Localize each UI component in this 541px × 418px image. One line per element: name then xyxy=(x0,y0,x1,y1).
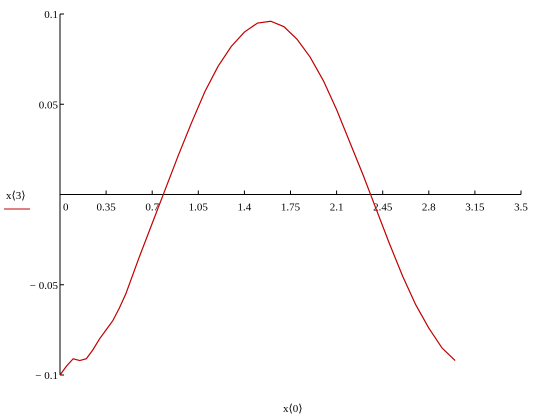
y-tick-label: − 0.05 xyxy=(30,280,59,292)
x-tick-label: 3.15 xyxy=(465,202,485,214)
y-tick-label: 0.1 xyxy=(44,9,58,21)
x-tick-label: 2.45 xyxy=(373,202,393,214)
x-tick-label: 0 xyxy=(63,202,69,214)
x-tick-label: 0.35 xyxy=(96,202,116,214)
y-tick-label: 0.05 xyxy=(39,99,59,111)
y-tick-label: − 0.1 xyxy=(35,370,58,382)
x-axis-label: x⟨0⟩ xyxy=(283,403,303,415)
x-tick-label: 1.4 xyxy=(238,202,252,214)
data-line xyxy=(59,20,456,376)
x-tick-label: 1.75 xyxy=(281,202,301,214)
x-tick-label: 1.05 xyxy=(189,202,209,214)
x-tick-label: 2.8 xyxy=(422,202,436,214)
x-tick-label: 3.5 xyxy=(514,202,528,214)
x-tick-label: 0.7 xyxy=(145,202,159,214)
y-axis-label: x⟨3⟩ xyxy=(6,190,26,202)
x-tick-label: 2.1 xyxy=(330,202,344,214)
